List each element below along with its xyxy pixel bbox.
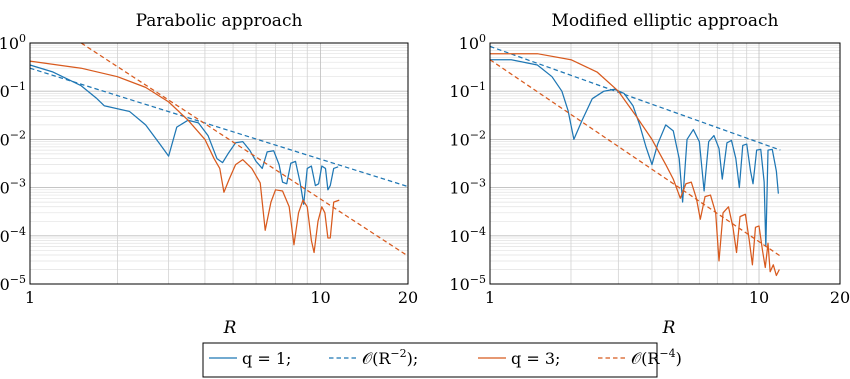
y-tick-label: 10−3 <box>0 177 26 198</box>
x-tick-label: 10 <box>310 288 330 307</box>
series-line-q1 <box>490 59 779 248</box>
series-line-q3 <box>490 53 780 277</box>
x-axis-label: R <box>223 318 237 338</box>
legend-label-q3ref: 𝒪(R−4) <box>631 347 682 368</box>
series-line-q1ref <box>29 67 409 188</box>
y-tick-label: 10−1 <box>0 80 26 101</box>
chart-title: Parabolic approach <box>136 11 303 31</box>
y-tick-label: 10−2 <box>0 128 26 149</box>
chart-title: Modified elliptic approach <box>552 11 779 31</box>
series-line-q3ref <box>80 42 409 257</box>
series-line-q3ref <box>489 59 781 257</box>
series-line-q1ref <box>489 45 781 151</box>
legend-box <box>202 342 658 378</box>
x-tick-label: 20 <box>398 288 418 307</box>
y-tick-label: 10−4 <box>0 225 26 246</box>
plot-frame <box>489 42 841 285</box>
x-axis-label: R <box>662 318 676 338</box>
y-tick-label: 10−2 <box>449 128 486 149</box>
y-tick-label: 10−3 <box>449 177 486 198</box>
chart-panel-1: Parabolic approach 100 10−1 10−2 10−3 10−4 10−… <box>0 11 418 338</box>
x-tick-label: 1 <box>485 288 495 307</box>
y-tick-label: 10−5 <box>449 273 486 294</box>
legend: q = 1; 𝒪(R−2); q = 3; 𝒪(R−4) <box>202 342 682 378</box>
y-tick-label: 100 <box>0 32 26 53</box>
x-tick-label: 20 <box>830 288 850 307</box>
grid-1 <box>29 43 409 285</box>
y-tick-label: 10−1 <box>449 80 486 101</box>
x-tick-label: 1 <box>25 288 35 307</box>
y-tick-label: 10−4 <box>449 225 486 246</box>
series-line-q3 <box>29 60 340 254</box>
legend-label-q1: q = 1; <box>242 349 291 368</box>
series-line-q1 <box>29 64 339 205</box>
plot-frame <box>29 42 409 285</box>
x-tick-label: 10 <box>749 288 769 307</box>
y-tick-label: 10−5 <box>0 273 26 294</box>
grid-2 <box>489 43 841 285</box>
legend-label-q3: q = 3; <box>511 349 560 368</box>
legend-label-q1ref: 𝒪(R−2); <box>362 347 418 368</box>
chart-panel-2: Modified elliptic approach 100 10−1 10−2 10−… <box>449 11 850 338</box>
y-tick-label: 100 <box>459 32 486 53</box>
